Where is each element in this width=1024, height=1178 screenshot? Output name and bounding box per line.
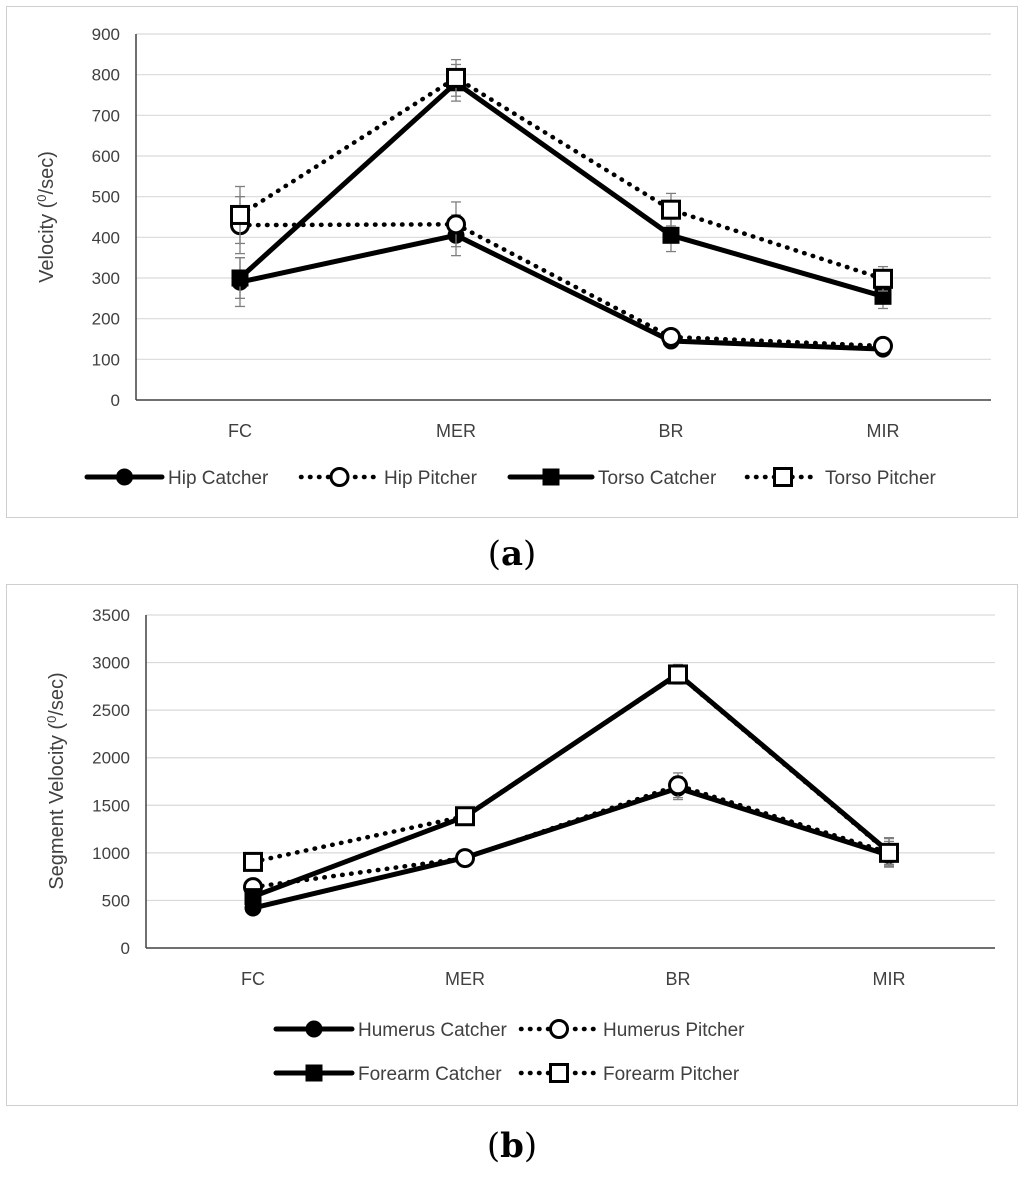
y-tick-label: 2500 (92, 701, 130, 720)
y-tick-label: 300 (92, 269, 120, 288)
series-hip-catcher (231, 214, 892, 358)
series-humerus-catcher (244, 776, 898, 917)
series-line (237, 222, 886, 349)
series-torso-catcher (231, 63, 892, 310)
legend-label: Humerus Catcher (358, 1020, 508, 1041)
caption-b: (b) (486, 1126, 538, 1166)
y-tick-label: 0 (121, 939, 130, 958)
legend-marker (305, 1064, 323, 1082)
legend-label: Hip Catcher (168, 468, 269, 489)
legend-entry-hip-pitcher: Hip Pitcher (298, 467, 478, 489)
legend-label: Hip Pitcher (384, 468, 478, 489)
data-point (446, 214, 466, 235)
data-point (662, 226, 680, 244)
legend-label: Forearm Pitcher (603, 1064, 740, 1085)
series-forearm-catcher (244, 663, 898, 906)
legend-marker (549, 1063, 569, 1083)
y-axis-label-degree: 0 (44, 716, 59, 723)
y-tick-label: 1500 (92, 796, 130, 815)
series-hip-pitcher (230, 196, 893, 356)
series-line (250, 671, 892, 865)
caption-a-letter: a (500, 534, 524, 574)
y-tick-label: 800 (92, 66, 120, 85)
data-point (668, 775, 688, 796)
chart-b: 0 500 1000 1500 2000 2500 3000 3500 FC MER BR MIR Se… (44, 606, 995, 1085)
data-point (668, 664, 688, 685)
data-point (873, 335, 893, 356)
y-axis-label-degree: 0 (34, 194, 49, 201)
legend-label: Torso Pitcher (825, 468, 937, 489)
caption-b-letter: b (500, 1126, 524, 1166)
legend-entry-humerus-pitcher: Humerus Pitcher (518, 1019, 745, 1041)
data-point (661, 326, 681, 347)
y-tick-label: 3000 (92, 654, 130, 673)
y-axis-label: Velocity (0/sec) (34, 151, 58, 283)
x-tick-label: FC (228, 421, 252, 441)
data-point (446, 67, 466, 88)
series-line (238, 80, 884, 299)
y-tick-label: 200 (92, 310, 120, 329)
y-axis-label-prefix: Segment Velocity ( (46, 723, 68, 890)
x-tick-label: MER (436, 421, 476, 441)
series-line (239, 232, 884, 352)
y-tick-label: 3500 (92, 606, 130, 625)
y-tick-label: 1000 (92, 844, 130, 863)
y-tick-label: 100 (92, 350, 120, 369)
data-point (873, 268, 893, 289)
x-tick-label: MER (445, 969, 485, 989)
x-tick-label: BR (658, 421, 683, 441)
data-point (243, 851, 263, 872)
legend-entry-forearm-catcher: Forearm Catcher (273, 1064, 502, 1085)
legend-entry-hip-catcher: Hip Catcher (84, 468, 269, 489)
caption-a: (a) (487, 534, 537, 574)
legend-entry-torso-pitcher: Torso Pitcher (744, 467, 937, 489)
legend-marker (116, 468, 133, 486)
series-line (250, 782, 892, 890)
y-tick-label: 700 (92, 106, 120, 125)
chart-panel-b: 0 500 1000 1500 2000 2500 3000 3500 FC MER BR MIR Se… (6, 584, 1018, 1106)
y-tick-label: 2000 (92, 749, 130, 768)
data-point (661, 199, 681, 220)
chart-a: 0 100 200 300 400 500 600 700 800 900 FC MER BR MIR Ve… (34, 25, 991, 489)
data-point (879, 842, 899, 863)
legend-entry-torso-catcher: Torso Catcher (507, 468, 717, 489)
data-point (230, 204, 250, 225)
legend-label: Forearm Catcher (358, 1064, 502, 1085)
y-tick-label: 900 (92, 25, 120, 44)
x-tick-label: BR (665, 969, 690, 989)
y-tick-label: 500 (92, 188, 120, 207)
legend-entry-humerus-catcher: Humerus Catcher (273, 1020, 508, 1041)
legend-marker (542, 468, 560, 486)
legend-marker (773, 467, 793, 487)
y-axis-label: Segment Velocity (0/sec) (44, 672, 68, 889)
data-point (244, 888, 262, 906)
series-line (252, 671, 891, 899)
legend-label: Torso Catcher (598, 468, 717, 489)
x-tick-label: MIR (873, 969, 906, 989)
legend-marker (549, 1019, 569, 1039)
x-tick-label: FC (241, 969, 265, 989)
chart-panel-a: 0 100 200 300 400 500 600 700 800 900 FC MER BR MIR Ve… (6, 6, 1018, 518)
legend-marker (329, 467, 350, 487)
data-point (231, 269, 249, 287)
series-torso-pitcher (230, 58, 893, 292)
y-tick-label: 0 (111, 391, 120, 410)
x-tick-label: MIR (867, 421, 900, 441)
data-point (455, 806, 475, 827)
y-tick-label: 400 (92, 228, 120, 247)
legend-entry-forearm-pitcher: Forearm Pitcher (518, 1063, 740, 1085)
y-axis-label-prefix: Velocity ( (36, 201, 58, 282)
y-tick-label: 600 (92, 147, 120, 166)
y-axis-label-suffix: /sec) (36, 151, 58, 194)
series-forearm-pitcher (243, 664, 899, 872)
series-line (237, 75, 886, 282)
y-tick-label: 500 (102, 891, 130, 910)
y-axis-label-suffix: /sec) (46, 672, 68, 715)
series-line (252, 785, 890, 911)
legend-label: Humerus Pitcher (603, 1020, 745, 1041)
data-point (455, 848, 475, 869)
series-humerus-pitcher (243, 772, 899, 898)
legend-marker (305, 1020, 323, 1038)
